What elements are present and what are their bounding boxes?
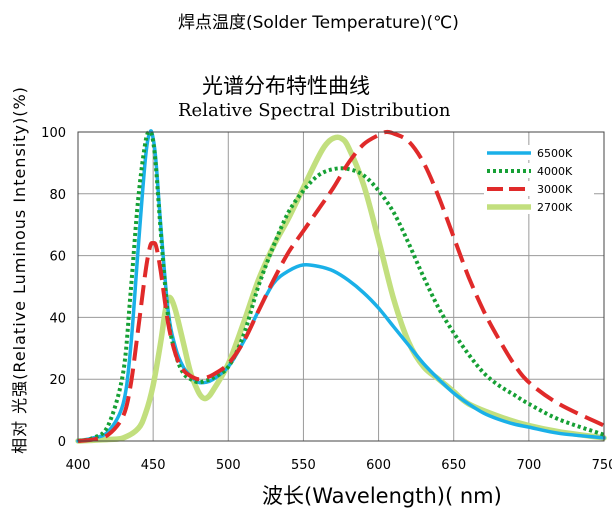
- chart-title: 光谱分布特性曲线: [202, 74, 370, 98]
- y-tick-label: 60: [49, 250, 66, 265]
- y-tick-label: 40: [49, 311, 66, 326]
- x-tick-label: 750: [592, 458, 612, 473]
- series-layer: [75, 129, 607, 444]
- x-tick-label: 400: [66, 458, 91, 473]
- chart-subtitle: Relative Spectral Distribution: [178, 100, 451, 121]
- legend-label-4000k: 4000K: [537, 165, 573, 178]
- plot-frame: [77, 131, 605, 442]
- legend-label-6500k: 6500K: [537, 147, 573, 160]
- x-tick-label: 600: [366, 458, 391, 473]
- x-axis-label: 波长(Wavelength)( nm): [262, 484, 502, 508]
- legend-bg: [484, 163, 594, 178]
- x-tick-label: 550: [291, 458, 316, 473]
- top-caption: 焊点温度(Solder Temperature)(℃): [178, 13, 459, 33]
- x-tick-label: 450: [141, 458, 166, 473]
- legend-bg: [484, 199, 594, 214]
- axes: 400 450 500 550 600 650 700 750 0 20 40 60 80 100: [41, 126, 612, 473]
- legend-label-3000k: 3000K: [537, 183, 573, 196]
- series-line-4000k: [77, 129, 605, 443]
- y-tick-label: 20: [49, 373, 66, 388]
- x-tick-label: 650: [441, 458, 466, 473]
- y-tick-label: 100: [41, 126, 66, 141]
- y-tick-label: 0: [58, 435, 66, 450]
- legend-bg: [484, 145, 594, 160]
- x-tick-label: 500: [216, 458, 241, 473]
- legend-bg: [484, 181, 594, 196]
- x-tick-label: 700: [516, 458, 541, 473]
- legend-label-2700k: 2700K: [537, 201, 573, 214]
- series-line-6500k: [76, 129, 606, 443]
- legend: 6500K 4000K 3000K 2700K: [484, 145, 594, 214]
- y-tick-label: 80: [49, 188, 66, 203]
- series-line-3000k: [77, 129, 605, 443]
